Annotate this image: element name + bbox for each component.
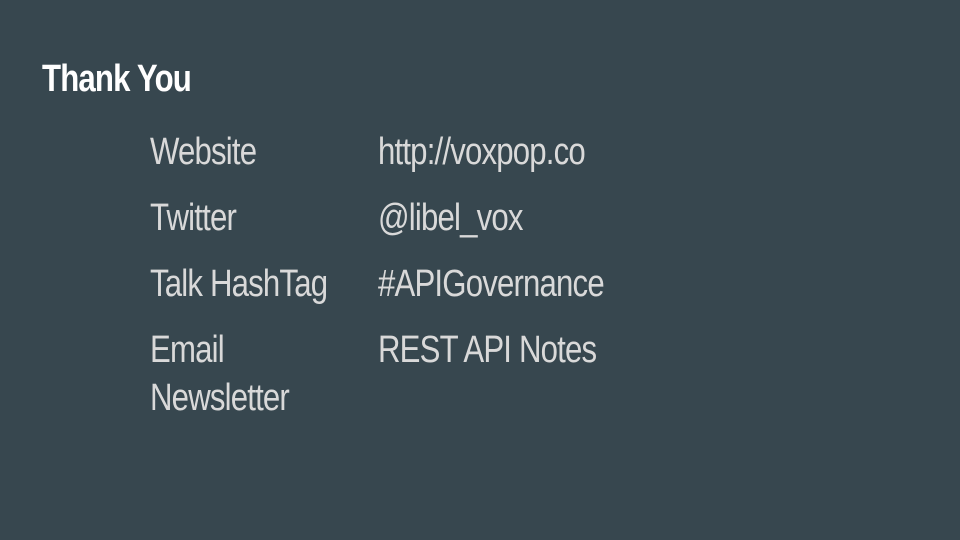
info-row-hashtag: Talk HashTag #APIGovernance xyxy=(150,260,778,326)
slide-title: Thank You xyxy=(42,58,192,100)
info-label-hashtag: Talk HashTag xyxy=(150,260,378,326)
info-value-text: http://voxpop.co xyxy=(378,131,586,173)
info-label-text: Talk HashTag xyxy=(150,263,328,305)
contact-info-table: Website http://voxpop.co Twitter @libel_… xyxy=(150,128,778,426)
info-label-text: Website xyxy=(150,131,257,173)
info-label-twitter: Twitter xyxy=(150,194,378,260)
info-label-text: Twitter xyxy=(150,197,237,239)
info-value-twitter: @libel_vox xyxy=(378,194,778,260)
info-label-text: Email Newsletter xyxy=(150,326,290,422)
info-value-hashtag: #APIGovernance xyxy=(378,260,778,326)
info-row-twitter: Twitter @libel_vox xyxy=(150,194,778,260)
info-value-newsletter: REST API Notes xyxy=(378,326,778,426)
info-label-line1: Email xyxy=(150,329,225,371)
info-value-text: #APIGovernance xyxy=(378,263,605,305)
info-row-newsletter: Email Newsletter REST API Notes xyxy=(150,326,778,426)
info-label-line2: Newsletter xyxy=(150,377,290,419)
info-value-text: REST API Notes xyxy=(378,329,597,371)
info-label-website: Website xyxy=(150,128,378,194)
info-value-website: http://voxpop.co xyxy=(378,128,778,194)
info-value-text: @libel_vox xyxy=(378,197,524,239)
info-label-newsletter: Email Newsletter xyxy=(150,326,378,426)
info-row-website: Website http://voxpop.co xyxy=(150,128,778,194)
